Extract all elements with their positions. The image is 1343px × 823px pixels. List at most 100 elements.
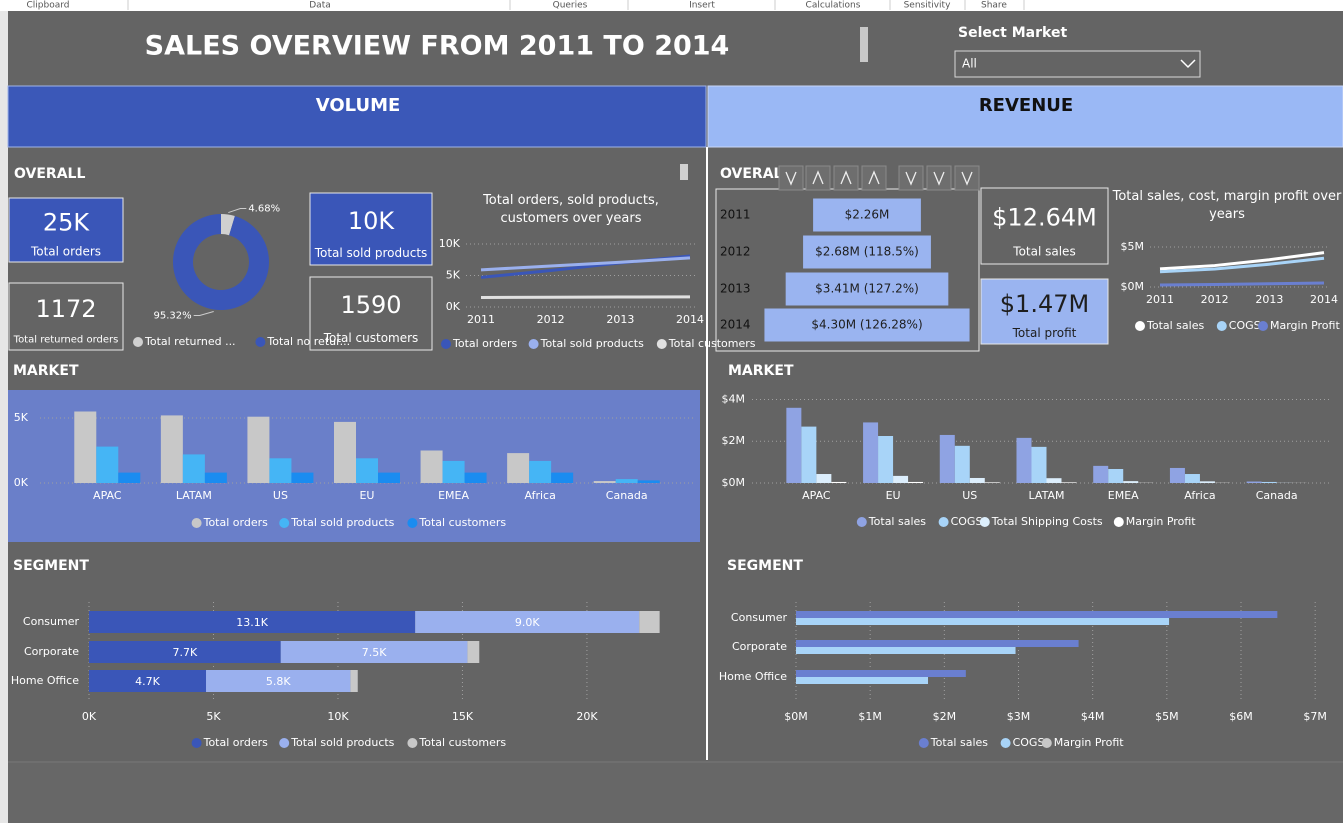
x-tick-label: $3M — [1007, 710, 1031, 723]
visual-toolbar-button[interactable] — [898, 165, 924, 191]
kpi-label: Total sales — [1012, 244, 1075, 258]
bar — [1169, 467, 1185, 483]
bar — [796, 677, 929, 684]
bar-segment — [467, 641, 480, 663]
ribbon-group-label: Data — [309, 1, 331, 11]
section-label: SEGMENT — [13, 558, 89, 574]
data-label: 95.32% — [154, 310, 192, 321]
y-tick-label: $5M — [1121, 240, 1145, 253]
bar — [96, 446, 119, 483]
x-tick-label: EMEA — [1108, 489, 1139, 502]
y-tick-label: $0M — [1121, 280, 1145, 293]
kpi-label: Total sold products — [314, 246, 428, 260]
y-tick-label: 10K — [439, 237, 461, 250]
kpi-card — [8, 282, 124, 351]
visual-toolbar-button[interactable] — [861, 165, 887, 191]
y-tick-label: Consumer — [23, 615, 80, 628]
x-tick-label: 0K — [82, 710, 97, 723]
category-label: 2012 — [720, 245, 751, 259]
bar — [74, 411, 97, 483]
visual-toolbar-button[interactable] — [926, 165, 952, 191]
visual-toolbar-button[interactable] — [954, 165, 980, 191]
x-tick-label: 2012 — [1201, 293, 1229, 306]
x-tick-label: LATAM — [1029, 489, 1065, 502]
legend-label: Margin Profit — [1270, 319, 1340, 332]
visual-toolbar-icon — [961, 171, 973, 186]
bar — [442, 460, 465, 483]
legend-label: Total sold products — [540, 337, 644, 350]
funnel-bar — [785, 272, 949, 306]
kpi-value: 1172 — [35, 295, 96, 323]
visual-toolbar-icon — [933, 171, 945, 186]
bar — [908, 481, 924, 483]
bar-segment — [639, 611, 660, 633]
volume-banner — [7, 85, 707, 148]
kpi-card — [8, 197, 124, 263]
y-tick-label: $0M — [722, 476, 746, 489]
y-tick-label: 5K — [446, 269, 461, 282]
legend-swatch — [441, 339, 451, 349]
bar — [939, 434, 955, 483]
y-tick-label: $4M — [722, 392, 746, 405]
visual-toolbar-button[interactable] — [805, 165, 831, 191]
visual-toolbar-button[interactable] — [833, 165, 859, 191]
visual-toolbar-button[interactable] — [778, 165, 804, 191]
dropdown-chevron — [1180, 59, 1196, 69]
y-tick-label: Home Office — [719, 670, 787, 683]
bar — [334, 421, 356, 483]
legend-label: Total Shipping Costs — [991, 515, 1103, 528]
section-label: SEGMENT — [727, 558, 803, 574]
x-tick-label: EU — [886, 489, 901, 502]
legend-label: Margin Profit — [1054, 736, 1124, 749]
category-label: 2014 — [720, 318, 751, 332]
revenue-banner — [707, 85, 1343, 148]
legend-label: Total no retur... — [266, 335, 350, 348]
donut-slice — [221, 214, 235, 236]
x-tick-label: 2014 — [1310, 293, 1338, 306]
section-label: OVERALL — [14, 166, 85, 182]
chart-title: Total sales, cost, margin profit over ye… — [1112, 189, 1342, 222]
ribbon-group-label: Queries — [553, 1, 588, 11]
legend-label: Total customers — [668, 337, 756, 350]
x-tick-label: Africa — [524, 489, 555, 502]
x-tick-label: $7M — [1303, 710, 1327, 723]
kpi-label: Total returned orders — [13, 334, 119, 345]
funnel-bar — [764, 308, 970, 342]
y-tick-label: 0K — [14, 476, 29, 489]
chart-title: Total orders, sold products, customers o… — [483, 193, 659, 226]
bar — [1093, 465, 1109, 483]
left-edge — [0, 11, 8, 823]
legend-label: Total orders — [452, 337, 518, 350]
x-tick-label: US — [962, 489, 977, 502]
page-title: SALES OVERVIEW FROM 2011 TO 2014 — [145, 31, 730, 62]
x-tick-label: 2011 — [1146, 293, 1174, 306]
bar — [796, 618, 1170, 625]
bar — [801, 426, 817, 483]
data-label: 7.7K — [172, 646, 197, 659]
data-label: 9.0K — [515, 616, 540, 629]
legend-label: Total sales — [930, 736, 988, 749]
x-tick-label: $2M — [933, 710, 957, 723]
bar — [893, 475, 909, 483]
x-tick-label: 2011 — [467, 313, 495, 326]
kpi-value: $1.47M — [1000, 290, 1089, 318]
bar — [615, 479, 638, 483]
y-tick-label: Home Office — [11, 674, 79, 687]
ribbon-group-label: Share — [981, 1, 1007, 11]
x-tick-label: APAC — [802, 489, 831, 502]
funnel-bar — [813, 198, 921, 232]
x-tick-label: 2014 — [676, 313, 704, 326]
legend-swatch — [656, 339, 667, 349]
bar — [118, 472, 141, 483]
bar — [1108, 469, 1124, 483]
legend-swatch — [191, 738, 202, 748]
slicer-dropdown[interactable] — [954, 50, 1201, 78]
legend-swatch — [938, 517, 949, 527]
data-label: 4.68% — [248, 204, 280, 215]
bar — [796, 670, 966, 677]
x-tick-label: Africa — [1184, 489, 1215, 502]
data-label: 7.5K — [362, 646, 387, 659]
bar — [878, 436, 894, 483]
volume-heading: VOLUME — [316, 95, 401, 116]
